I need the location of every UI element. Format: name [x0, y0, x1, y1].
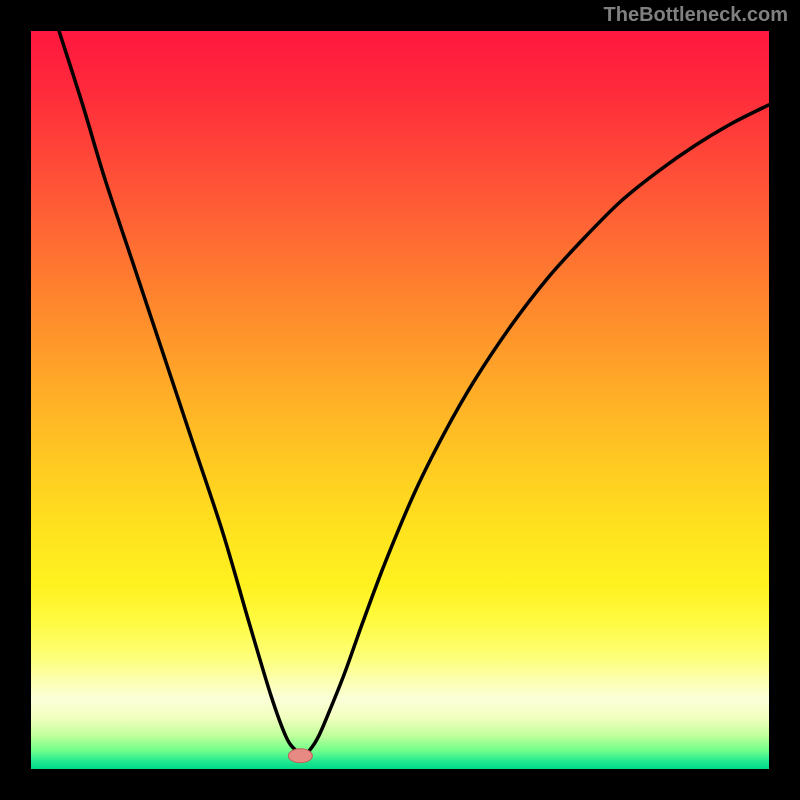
attribution-text: TheBottleneck.com [604, 4, 788, 27]
bottleneck-chart [0, 0, 800, 800]
plot-background [31, 31, 769, 769]
optimal-marker [288, 749, 312, 763]
